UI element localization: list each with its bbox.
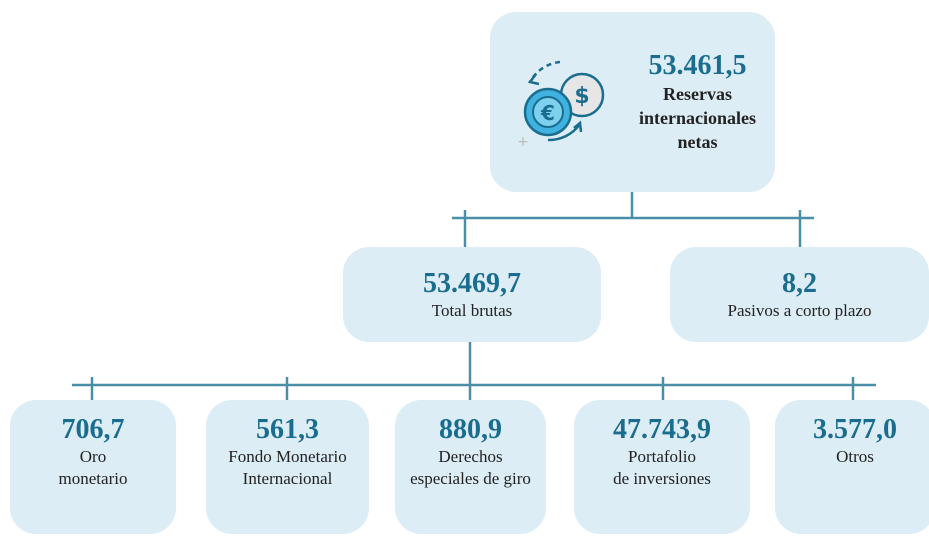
node-label: monetario	[58, 469, 128, 488]
node: 3.577,0 Otros	[775, 400, 929, 534]
node-label: Internacional	[242, 469, 333, 488]
node: 53.469,7 Total brutas	[343, 247, 601, 342]
node: 880,9 Derechos especiales de giro	[395, 400, 546, 534]
node-label: Total brutas	[431, 300, 513, 320]
node-label: netas	[677, 132, 718, 152]
node-value: 47.743,9	[613, 414, 711, 445]
node-label: Oro	[79, 447, 107, 466]
node-label: especiales de giro	[410, 469, 531, 488]
node-value: 706,7	[61, 414, 125, 445]
node-label: de inversiones	[613, 469, 711, 488]
node: 47.743,9 Portafolio de inversiones	[574, 400, 750, 534]
node-value: 561,3	[256, 414, 319, 445]
node: 706,7 Oro monetario	[10, 400, 176, 534]
node-value: 8,2	[782, 267, 817, 299]
node: 53.461,5 Reservas internacionales netas	[490, 12, 775, 192]
node-value: 53.469,7	[423, 267, 521, 299]
node-label: Reservas	[663, 84, 732, 104]
node-value: 880,9	[439, 414, 502, 445]
node-value: 3.577,0	[813, 414, 897, 445]
node-label: Otros	[836, 447, 874, 466]
node-label: Pasivos a corto plazo	[727, 300, 872, 320]
node-label: Derechos	[438, 447, 503, 466]
node-label: Portafolio	[628, 447, 696, 466]
node-value: 53.461,5	[648, 50, 747, 81]
node-label: internacionales	[639, 108, 756, 128]
node: 8,2 Pasivos a corto plazo	[670, 247, 929, 342]
node: 561,3 Fondo Monetario Internacional	[206, 400, 369, 534]
node-label: Fondo Monetario	[228, 447, 347, 466]
